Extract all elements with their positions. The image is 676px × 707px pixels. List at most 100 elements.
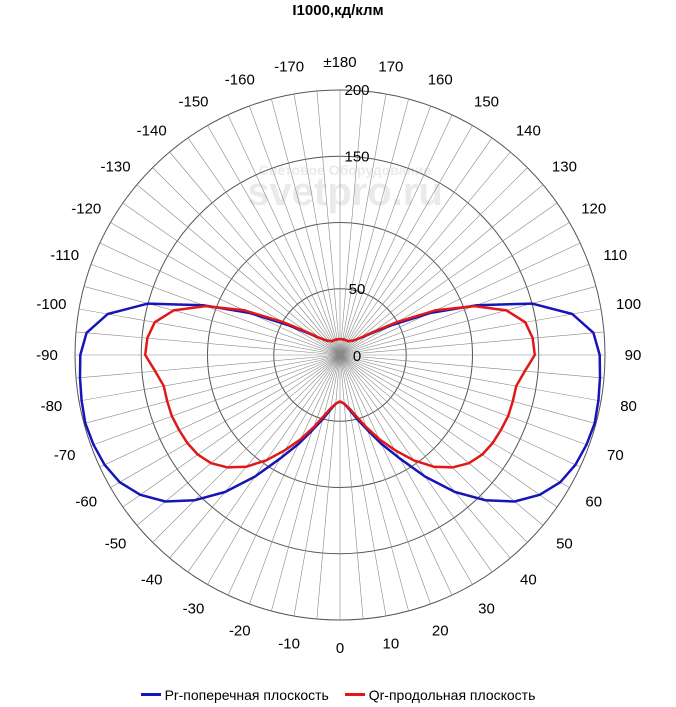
grid-spoke	[339, 286, 597, 356]
angle-label: -20	[229, 622, 251, 639]
angle-label: -170	[274, 58, 304, 75]
grid-spoke	[339, 354, 590, 446]
grid-spoke	[75, 354, 341, 379]
chart-title: I1000,кд/клм	[292, 2, 384, 19]
angle-label: -100	[36, 296, 66, 313]
grid-spoke	[339, 354, 511, 559]
grid-spoke	[99, 354, 341, 468]
angle-label: ±180	[323, 54, 356, 71]
angle-label: -160	[225, 72, 255, 89]
legend-label-qr: Qr-продольная плоскость	[368, 686, 536, 703]
angle-label: -60	[75, 494, 97, 511]
legend-item-qr: Qr-продольная плоскость	[344, 686, 536, 703]
angle-label: 150	[474, 93, 499, 110]
grid-spoke	[339, 184, 544, 356]
grid-spoke	[339, 151, 511, 356]
angle-label: -70	[54, 447, 76, 464]
grid-spoke	[136, 354, 341, 526]
grid-spoke	[339, 354, 544, 526]
legend-label-pr: Pr-поперечная плоскость	[164, 686, 329, 703]
watermark-line2: svetpro.ru	[247, 170, 443, 214]
grid-spoke	[249, 105, 341, 356]
angle-label: -110	[50, 247, 79, 264]
angle-label: 110	[603, 247, 627, 264]
legend-swatch-pr	[140, 693, 161, 696]
grid-spoke	[339, 308, 602, 356]
grid-spoke	[339, 93, 387, 356]
angle-label: -80	[41, 398, 63, 415]
angle-label: 0	[336, 640, 344, 657]
grid-spoke	[339, 222, 570, 356]
grid-spoke	[339, 354, 597, 424]
angle-label: -10	[278, 636, 300, 653]
grid-spoke	[99, 242, 341, 356]
angle-label: -140	[137, 123, 167, 140]
grid-spoke	[316, 90, 341, 356]
angle-label: -30	[183, 601, 205, 618]
radial-label: 150	[344, 148, 369, 165]
grid-spoke	[339, 114, 453, 356]
grid-spoke	[78, 308, 341, 356]
grid-spoke	[152, 354, 341, 543]
grid-spoke	[293, 93, 341, 356]
grid-spoke	[339, 354, 528, 543]
grid-spoke	[339, 264, 590, 356]
angle-label: 40	[520, 571, 537, 588]
grid-spoke	[339, 354, 364, 620]
angle-label: 30	[478, 601, 495, 618]
legend-swatch-qr	[344, 693, 365, 696]
grid-spoke	[136, 184, 341, 356]
grid-spoke	[90, 264, 341, 356]
angle-label: 80	[620, 398, 637, 415]
angle-label: 170	[378, 58, 403, 75]
grid-spoke	[75, 331, 341, 356]
legend: Pr-поперечная плоскость Qr-продольная пл…	[0, 683, 676, 703]
grid-spoke	[339, 242, 581, 356]
angle-label: 70	[607, 447, 624, 464]
radial-label: 0	[353, 348, 361, 365]
angle-label: 10	[383, 636, 400, 653]
angle-label: 120	[581, 201, 606, 218]
grid-spoke	[249, 354, 341, 605]
grid-spoke	[339, 331, 605, 356]
grid-spoke	[339, 354, 493, 573]
angle-labels: ±180 170160150140130120110100908070605040…	[36, 54, 641, 657]
grid-spoke	[110, 354, 341, 488]
angle-label: -150	[178, 93, 208, 110]
grid-spoke	[293, 354, 341, 617]
grid-spoke	[339, 137, 493, 356]
angle-label: -120	[71, 201, 101, 218]
angle-label: -40	[141, 571, 163, 588]
grid-spoke	[169, 354, 341, 559]
grid-spoke	[339, 354, 409, 612]
radial-label: 200	[344, 82, 369, 99]
angle-label: 60	[585, 494, 602, 511]
grid-spoke	[90, 354, 341, 446]
angle-label: 90	[625, 347, 642, 364]
grid-spoke	[339, 354, 581, 468]
angle-label: 100	[616, 296, 641, 313]
angle-label: -50	[105, 535, 127, 552]
grid-spoke	[339, 354, 558, 508]
grid-spoke	[122, 354, 341, 508]
radial-label: 50	[349, 281, 366, 298]
grid-spoke	[339, 90, 364, 356]
angle-label: 160	[428, 72, 453, 89]
grid-spoke	[339, 354, 570, 488]
grid-spoke	[339, 354, 387, 617]
grid-spoke	[83, 286, 341, 356]
grid-spoke	[339, 125, 473, 356]
grid-spoke	[339, 354, 605, 379]
grid-spoke	[339, 354, 602, 402]
grid-spoke	[207, 125, 341, 356]
series-line-1	[143, 304, 537, 469]
radial-labels: 0 50 150 200	[344, 82, 369, 365]
series-group	[78, 302, 602, 503]
angle-label: 140	[516, 123, 541, 140]
grid-spoke	[78, 354, 341, 402]
grid-spoke	[339, 167, 528, 356]
angle-label: 20	[432, 622, 449, 639]
grid-spoke	[152, 167, 341, 356]
